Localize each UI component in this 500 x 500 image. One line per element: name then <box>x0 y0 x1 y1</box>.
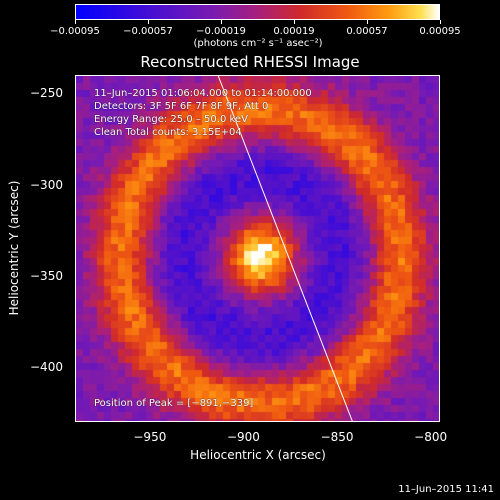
timestamp: 11–Jun–2015 11:41 <box>398 484 494 495</box>
limb-line-svg <box>217 76 353 421</box>
x-axis-label: Heliocentric X (arcsec) <box>190 448 326 462</box>
chart-title: Reconstructed RHESSI Image <box>140 53 360 71</box>
limb-line <box>217 76 353 421</box>
annotation-peak: Position of Peak = [−891,−339] <box>94 398 254 409</box>
colorbar-tickmark <box>294 20 295 24</box>
y-tick-label: −350 <box>30 268 63 283</box>
colorbar-tick-label: 0.00019 <box>273 26 315 37</box>
y-tick-label: −300 <box>30 177 63 192</box>
colorbar-tickmark <box>75 20 76 24</box>
colorbar-tick-label: −0.00057 <box>123 26 173 37</box>
colorbar-tick-label: 0.00095 <box>419 26 461 37</box>
colorbar-tickmark <box>440 20 441 24</box>
x-tick-label: −950 <box>133 430 167 444</box>
plot-area: 11–Jun–2015 01:06:04.000 to 01:14:00.000… <box>75 75 440 422</box>
y-tick-label: −250 <box>30 86 63 101</box>
y-tick-label: −400 <box>30 360 63 375</box>
y-axis-label: Heliocentric Y (arcsec) <box>7 180 21 316</box>
x-tick-label: −800 <box>414 430 448 444</box>
colorbar <box>75 4 440 20</box>
colorbar-tickmark <box>221 20 222 24</box>
colorbar-tick-label: 0.00057 <box>346 26 388 37</box>
colorbar-tick-label: −0.00095 <box>50 26 100 37</box>
colorbar-tickmark <box>148 20 149 24</box>
colorbar-tickmark <box>367 20 368 24</box>
annotation-energy: Energy Range: 25.0 – 50.0 keV <box>94 114 248 125</box>
x-tick-label: −900 <box>226 430 260 444</box>
annotation-detectors: Detectors: 3F 5F 6F 7F 8F 9F, Att 0 <box>94 101 269 112</box>
colorbar-unit-label: (photons cm⁻² s⁻¹ asec⁻²) <box>193 38 323 49</box>
x-tick-label: −850 <box>320 430 354 444</box>
heatmap-image <box>76 76 439 421</box>
annotation-time-range: 11–Jun–2015 01:06:04.000 to 01:14:00.000 <box>94 88 312 99</box>
annotation-clean: Clean Total counts: 3.15E+04 <box>94 127 242 138</box>
colorbar-tick-label: −0.00019 <box>196 26 246 37</box>
